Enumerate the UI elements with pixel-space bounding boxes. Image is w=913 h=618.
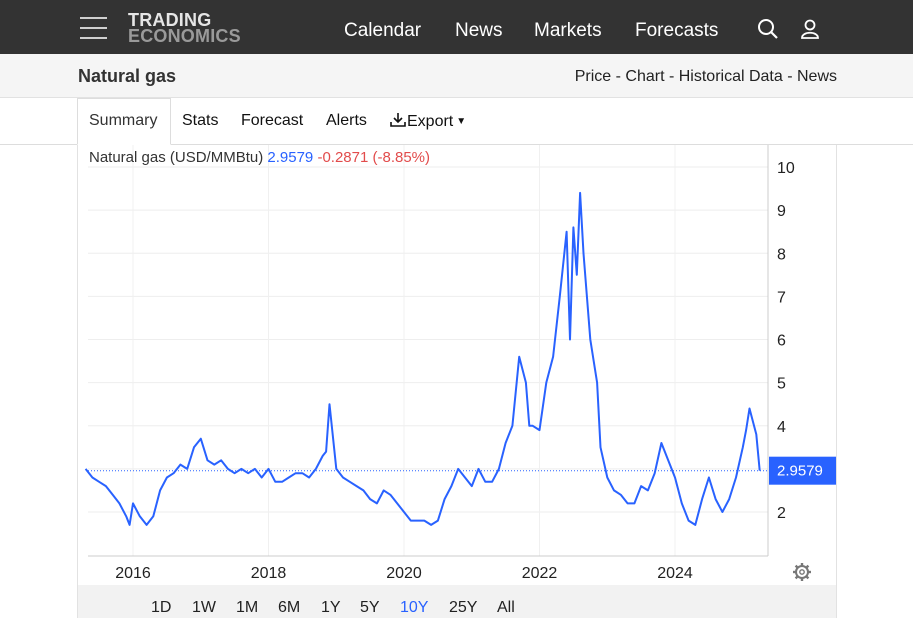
link-price[interactable]: Price <box>574 68 612 85</box>
range-1d[interactable]: 1D <box>151 599 172 616</box>
link-separator: - <box>664 68 679 85</box>
chart-frame <box>77 145 837 585</box>
active-tab-background <box>77 98 171 145</box>
y-tick-label: 7 <box>777 289 786 306</box>
range-5y[interactable]: 5Y <box>360 599 380 616</box>
range-1m[interactable]: 1M <box>236 599 259 616</box>
tab-alerts[interactable]: Alerts <box>326 112 367 129</box>
series-line-natural-gas <box>84 191 761 526</box>
last-value-marker <box>769 456 836 485</box>
link-historical-data[interactable]: Historical Data <box>678 68 783 85</box>
tab-forecast[interactable]: Forecast <box>241 112 304 129</box>
tab-stats[interactable]: Stats <box>182 112 219 129</box>
link-separator: - <box>782 68 797 85</box>
last-value-label: 2.9579 <box>777 463 823 480</box>
tabs-bar: Summary Stats Forecast Alerts Export ▼ <box>0 98 913 145</box>
menu-icon[interactable] <box>80 17 107 39</box>
chart-grid <box>88 145 768 556</box>
link-chart[interactable]: Chart <box>625 68 665 85</box>
page-title: Natural gas <box>78 66 177 86</box>
range-1y[interactable]: 1Y <box>321 599 341 616</box>
range-all[interactable]: All <box>497 599 515 616</box>
subheader: Natural gas Price - Chart - Historical D… <box>0 54 913 98</box>
range-10y[interactable]: 10Y <box>400 599 429 616</box>
range-1w[interactable]: 1W <box>192 599 216 616</box>
user-icon[interactable] <box>800 18 822 40</box>
range-25y[interactable]: 25Y <box>449 599 478 616</box>
x-tick-label: 2020 <box>386 565 422 582</box>
x-tick-label: 2022 <box>522 565 558 582</box>
legend-series-name: Natural gas (USD/MMBtu) <box>89 149 264 166</box>
x-tick-label: 2016 <box>115 565 151 582</box>
y-tick-label: 4 <box>777 419 786 436</box>
nav-calendar[interactable]: Calendar <box>344 20 422 41</box>
y-tick-label: 2 <box>777 505 786 522</box>
nav-news[interactable]: News <box>455 20 503 41</box>
search-icon[interactable] <box>757 18 779 40</box>
x-axis: 2016 2018 2020 2022 2024 <box>115 565 693 582</box>
x-tick-label: 2018 <box>251 565 287 582</box>
range-6m[interactable]: 6M <box>278 599 301 616</box>
legend-value: 2.9579 <box>267 149 314 166</box>
x-tick-label: 2024 <box>657 565 693 582</box>
y-tick-label: 10 <box>777 160 795 177</box>
tab-export[interactable]: Export ▼ <box>389 112 466 131</box>
caret-down-icon: ▼ <box>456 116 467 127</box>
logo[interactable]: TRADING ECONOMICS <box>128 10 241 46</box>
logo-line-2: ECONOMICS <box>128 26 241 46</box>
export-label: Export <box>407 113 454 130</box>
y-tick-label: 5 <box>777 376 786 393</box>
link-separator: - <box>611 68 626 85</box>
nav-markets[interactable]: Markets <box>534 20 602 41</box>
download-icon <box>390 113 406 127</box>
section-links: Price - Chart - Historical Data - News <box>575 68 837 86</box>
top-navigation-bar: TRADING ECONOMICS Calendar News Markets … <box>0 0 913 54</box>
y-tick-label: 8 <box>777 246 786 263</box>
link-news[interactable]: News <box>796 68 837 85</box>
nav-forecasts[interactable]: Forecasts <box>635 20 719 41</box>
chart-legend: Natural gas (USD/MMBtu) 2.9579 -0.2871 (… <box>89 149 430 166</box>
logo-line-1: TRADING <box>128 10 212 30</box>
legend-change: -0.2871 (-8.85%) <box>317 149 431 166</box>
y-tick-label: 6 <box>777 333 786 350</box>
settings-icon[interactable] <box>793 563 811 581</box>
y-tick-label: 9 <box>777 203 786 220</box>
range-selector: 1D 1W 1M 6M 1Y 5Y 10Y 25Y All <box>77 585 837 618</box>
tab-summary[interactable]: Summary <box>89 112 158 129</box>
